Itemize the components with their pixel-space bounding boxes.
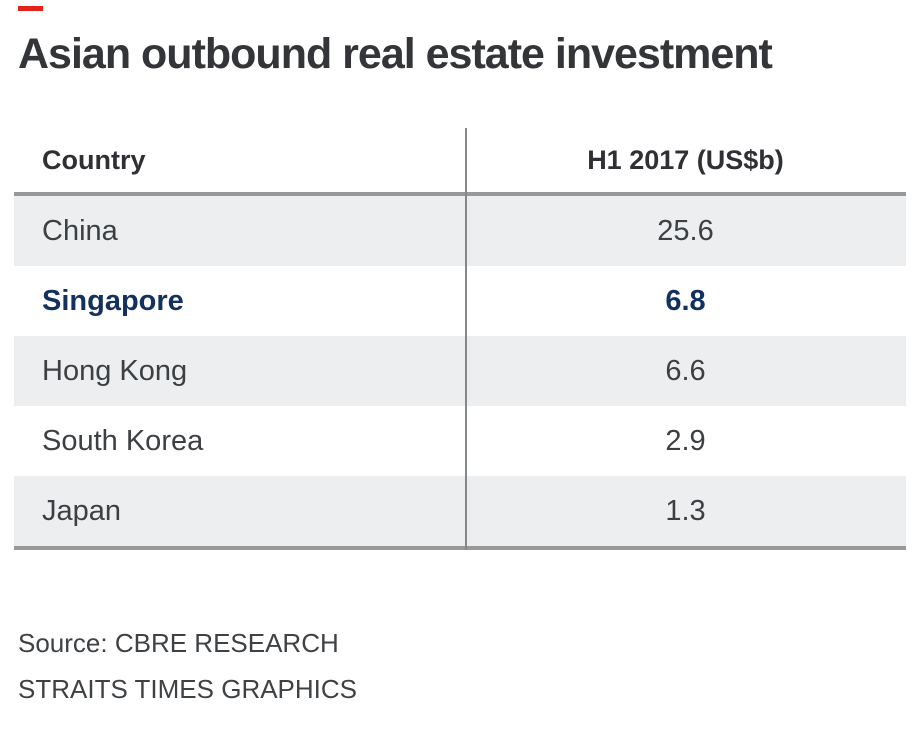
table-row-singapore: Singapore 6.8 xyxy=(14,266,906,336)
value-cell: 25.6 xyxy=(657,214,714,247)
table-row-hong-kong: Hong Kong 6.6 xyxy=(14,336,906,406)
value-cell: 6.6 xyxy=(665,354,706,387)
country-cell: South Korea xyxy=(42,424,204,457)
red-accent-dash xyxy=(18,6,43,11)
country-cell: Hong Kong xyxy=(42,354,188,387)
country-cell: Singapore xyxy=(42,284,184,317)
investment-table: Country H1 2017 (US$b) China 25.6 Singap… xyxy=(14,128,906,550)
table-row-china: China 25.6 xyxy=(14,196,906,266)
column-divider xyxy=(464,128,467,550)
table-row-south-korea: South Korea 2.9 xyxy=(14,406,906,476)
column-header-country: Country xyxy=(42,144,146,175)
value-cell: 1.3 xyxy=(665,494,706,527)
page-title: Asian outbound real estate investment xyxy=(18,30,773,78)
table-row-japan: Japan 1.3 xyxy=(14,476,906,546)
column-header-value: H1 2017 (US$b) xyxy=(587,144,784,175)
credit-line: STRAITS TIMES GRAPHICS xyxy=(18,674,358,704)
table-body: China 25.6 Singapore 6.8 Hong Kong 6.6 S… xyxy=(14,196,906,550)
footer: Source: CBRE RESEARCH STRAITS TIMES GRAP… xyxy=(18,620,357,712)
value-cell: 2.9 xyxy=(665,424,706,457)
country-cell: Japan xyxy=(42,494,122,527)
value-cell: 6.8 xyxy=(665,284,706,317)
country-cell: China xyxy=(42,214,118,247)
source-line: Source: CBRE RESEARCH xyxy=(18,628,339,658)
table-header-row: Country H1 2017 (US$b) xyxy=(14,128,906,196)
